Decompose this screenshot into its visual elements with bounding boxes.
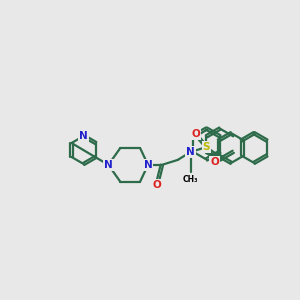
Text: O: O <box>191 129 200 139</box>
Text: S: S <box>203 142 210 152</box>
Text: N: N <box>186 147 195 157</box>
Text: O: O <box>210 157 219 167</box>
Text: CH₃: CH₃ <box>182 176 198 184</box>
Text: N: N <box>104 160 113 170</box>
Text: N: N <box>144 160 152 170</box>
Text: O: O <box>153 180 161 190</box>
Text: N: N <box>79 131 88 141</box>
